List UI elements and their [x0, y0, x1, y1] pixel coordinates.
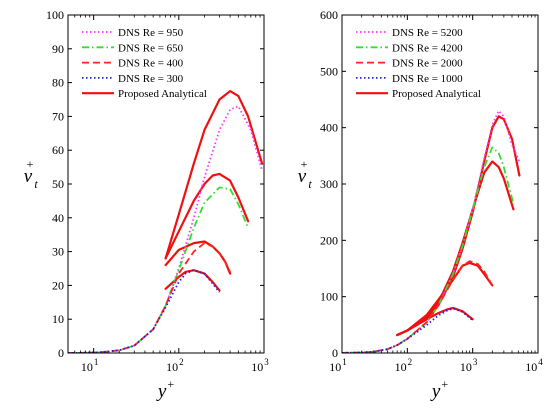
x-tick-base: 10 [329, 360, 341, 374]
x-tick-exp: 2 [408, 357, 413, 367]
x-axis-label-sup: + [167, 377, 174, 391]
x-tick-exp: 3 [473, 357, 478, 367]
x-tick-label-2: 103 [251, 357, 269, 374]
analytical-curve-1 [164, 172, 250, 260]
analytical-curve-2 [396, 261, 494, 337]
x-tick-base: 10 [81, 360, 93, 374]
series-line-1 [68, 186, 249, 353]
x-tick-label-0: 101 [329, 357, 347, 374]
x-tick-label-1: 102 [166, 357, 184, 374]
legend-label-analytical: Proposed Analytical [392, 88, 481, 100]
analytical-curve-0 [164, 89, 264, 260]
y-tick-label-8: 80 [52, 76, 64, 90]
y-axis-label-sub: t [308, 177, 312, 191]
x-tick-exp: 2 [179, 357, 184, 367]
x-tick-base: 10 [251, 360, 263, 374]
y-tick-label-2: 20 [52, 278, 64, 292]
y-tick-label-1: 10 [52, 312, 64, 326]
y-axis-label-sup: + [27, 157, 34, 171]
x-tick-base: 10 [166, 360, 178, 374]
y-tick-label-3: 300 [320, 177, 338, 191]
legend-label-3: DNS Re = 300 [118, 73, 184, 85]
x-tick-label-3: 104 [525, 357, 543, 374]
y-tick-label-7: 70 [52, 109, 64, 123]
y-tick-label-5: 50 [52, 177, 64, 191]
analytical-curve-3 [396, 306, 474, 337]
x-tick-exp: 4 [538, 357, 543, 367]
x-tick-label-2: 103 [460, 357, 478, 374]
legend-label-1: DNS Re = 650 [118, 42, 184, 54]
y-tick-label-1: 100 [320, 290, 338, 304]
legend-label-analytical: Proposed Analytical [118, 88, 207, 100]
y-tick-label-10: 100 [46, 8, 64, 22]
legend-label-2: DNS Re = 400 [118, 58, 184, 70]
x-tick-exp: 1 [342, 357, 347, 367]
x-axis-label: y+ [156, 377, 174, 402]
legend-label-0: DNS Re = 5200 [392, 27, 463, 39]
plot-area [68, 89, 264, 353]
y-axis-label-main: ν [298, 166, 307, 187]
analytical-curve-2 [164, 240, 232, 275]
series-line-0 [68, 105, 263, 353]
series-line-1 [342, 146, 515, 353]
legend: DNS Re = 950 DNS Re = 650 DNS Re = 400 DNS … [82, 27, 207, 100]
x-axis-label-main: y [430, 381, 441, 402]
y-tick-label-6: 600 [320, 8, 338, 22]
x-axis-label-main: y [156, 381, 167, 402]
y-tick-label-4: 400 [320, 121, 338, 135]
y-axis-label-sub: t [34, 177, 38, 191]
y-tick-label-0: 0 [332, 346, 338, 360]
series-line-3 [68, 269, 221, 353]
series-line-2 [342, 260, 494, 353]
y-axis-label-sup: + [301, 157, 308, 171]
x-axis-label-sup: + [441, 377, 448, 391]
x-tick-exp: 3 [264, 357, 269, 367]
y-tick-label-0: 0 [58, 346, 64, 360]
x-tick-base: 10 [460, 360, 472, 374]
x-tick-base: 10 [525, 360, 537, 374]
y-tick-label-5: 500 [320, 64, 338, 78]
x-tick-label-1: 102 [395, 357, 413, 374]
legend: DNS Re = 5200 DNS Re = 4200 DNS Re = 2000 D… [356, 27, 481, 100]
series-line-2 [68, 242, 231, 353]
legend-label-3: DNS Re = 1000 [392, 73, 463, 85]
plot-area [342, 109, 521, 353]
y-tick-label-4: 40 [52, 211, 64, 225]
x-tick-exp: 1 [94, 357, 99, 367]
analytical-curve-0 [396, 115, 521, 337]
analytical-curve-3 [164, 269, 221, 292]
series-line-3 [342, 307, 474, 353]
x-tick-base: 10 [395, 360, 407, 374]
legend-label-0: DNS Re = 950 [118, 27, 184, 39]
y-tick-label-6: 60 [52, 143, 64, 157]
y-axis-label-main: ν [24, 166, 33, 187]
x-tick-label-0: 101 [81, 357, 99, 374]
legend-label-1: DNS Re = 4200 [392, 42, 463, 54]
y-tick-label-3: 30 [52, 245, 64, 259]
y-tick-label-2: 200 [320, 233, 338, 247]
y-tick-label-9: 90 [52, 42, 64, 56]
legend-label-2: DNS Re = 2000 [392, 58, 463, 70]
x-axis-label: y+ [430, 377, 448, 402]
